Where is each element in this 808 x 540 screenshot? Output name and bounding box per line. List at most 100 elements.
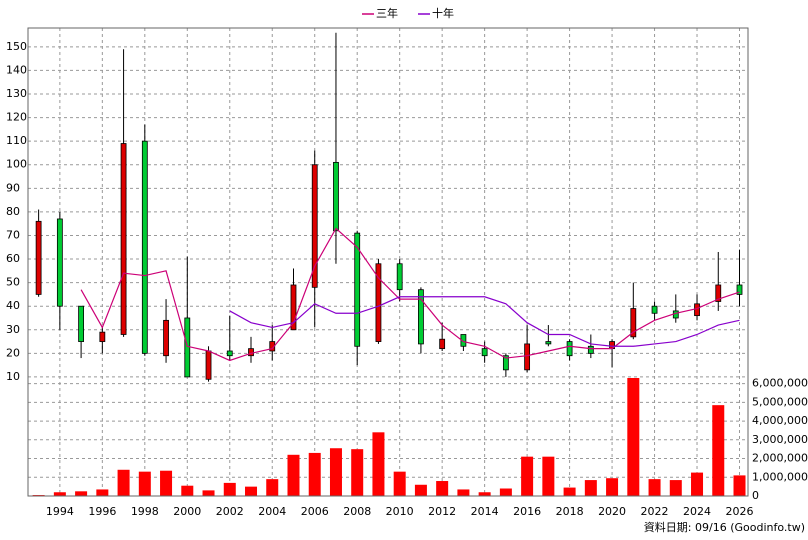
x-tick-label: 2024 — [683, 505, 711, 518]
ma-line — [229, 296, 740, 347]
candle-body — [715, 284, 722, 302]
volume-bar — [457, 489, 470, 496]
volume-bar — [393, 471, 406, 496]
candle-body — [56, 218, 63, 307]
volume-bar — [138, 471, 151, 496]
candle-body — [396, 263, 403, 291]
candle-body — [694, 303, 700, 317]
volume-bar — [606, 478, 619, 496]
volume-bar — [223, 482, 236, 496]
candle-body — [248, 348, 254, 357]
volume-bar — [733, 475, 746, 496]
candle-body — [524, 343, 531, 371]
y-tick-label: 80 — [6, 205, 20, 218]
volume-bar — [563, 487, 576, 496]
x-tick-label: 2002 — [216, 505, 244, 518]
x-tick-label: 2018 — [556, 505, 584, 518]
x-tick-label: 1994 — [46, 505, 74, 518]
volume-bar — [266, 479, 279, 496]
x-tick-label: 2016 — [513, 505, 541, 518]
plot-frame — [27, 27, 749, 497]
candle-body — [481, 348, 488, 357]
candle-body — [566, 341, 573, 357]
y-tick-label: 50 — [6, 276, 20, 289]
candle-body — [99, 331, 106, 342]
volume-bar — [329, 448, 342, 496]
x-tick-label: 1998 — [131, 505, 159, 518]
volume-bar — [648, 479, 661, 496]
volume-bar — [478, 492, 491, 496]
candle-body — [184, 317, 191, 378]
x-tick-label: 2004 — [258, 505, 286, 518]
volume-bar — [542, 456, 555, 496]
y-tick-label: 130 — [6, 87, 27, 100]
legend-label: 三年 — [376, 6, 398, 20]
volume-bar — [181, 485, 194, 496]
y2-tick-label: 6,000,000 — [752, 377, 808, 390]
x-tick-label: 2022 — [641, 505, 669, 518]
y2-tick-label: 4,000,000 — [752, 414, 808, 427]
y2-tick-label: 0 — [752, 489, 759, 502]
candle-body — [120, 143, 127, 335]
candle-body — [736, 284, 743, 295]
y2-tick-label: 1,000,000 — [752, 470, 808, 483]
volume-bar — [245, 486, 258, 496]
volume-bar — [414, 484, 427, 496]
x-tick-label: 2000 — [173, 505, 201, 518]
volume-bar — [436, 481, 449, 496]
candle-body — [78, 305, 84, 342]
y2-tick-label: 2,000,000 — [752, 452, 808, 465]
y-tick-label: 40 — [6, 299, 20, 312]
x-tick-label: 1996 — [88, 505, 116, 518]
x-tick-label: 2010 — [386, 505, 414, 518]
y-tick-label: 150 — [6, 40, 27, 53]
y-tick-label: 70 — [6, 228, 20, 241]
candle-body — [375, 263, 382, 342]
candle-body — [163, 319, 169, 357]
footnote: 資料日期: 09/16 (Goodinfo.tw) — [644, 520, 805, 534]
candle-body — [460, 334, 467, 347]
candle-body — [502, 355, 509, 371]
x-tick-label: 2014 — [471, 505, 499, 518]
volume-bar — [499, 488, 512, 496]
y-tick-label: 30 — [6, 323, 20, 336]
volume-bar — [372, 432, 385, 496]
candle-body — [354, 232, 361, 347]
y-tick-label: 120 — [6, 111, 27, 124]
volume-bar — [160, 470, 173, 496]
volume-bar — [53, 492, 66, 496]
volume-bar — [691, 472, 704, 496]
volume-bar — [351, 449, 364, 496]
candle-body — [290, 284, 297, 331]
y-tick-label: 110 — [6, 134, 27, 147]
volume-bar — [521, 456, 534, 496]
x-tick-label: 2020 — [598, 505, 626, 518]
y-tick-label: 10 — [6, 370, 20, 383]
candle-body — [651, 305, 658, 314]
y-tick-label: 140 — [6, 63, 27, 76]
volume-bar — [287, 454, 300, 496]
candle-body — [35, 220, 42, 295]
ma-line — [80, 227, 740, 362]
volume-bar — [75, 491, 88, 496]
y-tick-label: 100 — [6, 158, 27, 171]
candle-body — [587, 345, 594, 354]
candle-body — [226, 350, 233, 357]
candle-body — [141, 140, 148, 354]
y-tick-label: 60 — [6, 252, 20, 265]
y-tick-label: 90 — [6, 181, 20, 194]
y-tick-label: 20 — [6, 346, 20, 359]
volume-bar — [712, 405, 725, 496]
volume-bar — [96, 489, 109, 496]
volume-bar — [202, 490, 215, 496]
candle-body — [333, 161, 339, 232]
volume-bar — [669, 480, 682, 496]
x-tick-label: 2026 — [726, 505, 754, 518]
candle-body — [311, 164, 318, 288]
volume-bar — [627, 378, 640, 496]
candle-body — [630, 308, 637, 338]
x-tick-label: 2012 — [428, 505, 456, 518]
candle-body — [205, 350, 212, 380]
